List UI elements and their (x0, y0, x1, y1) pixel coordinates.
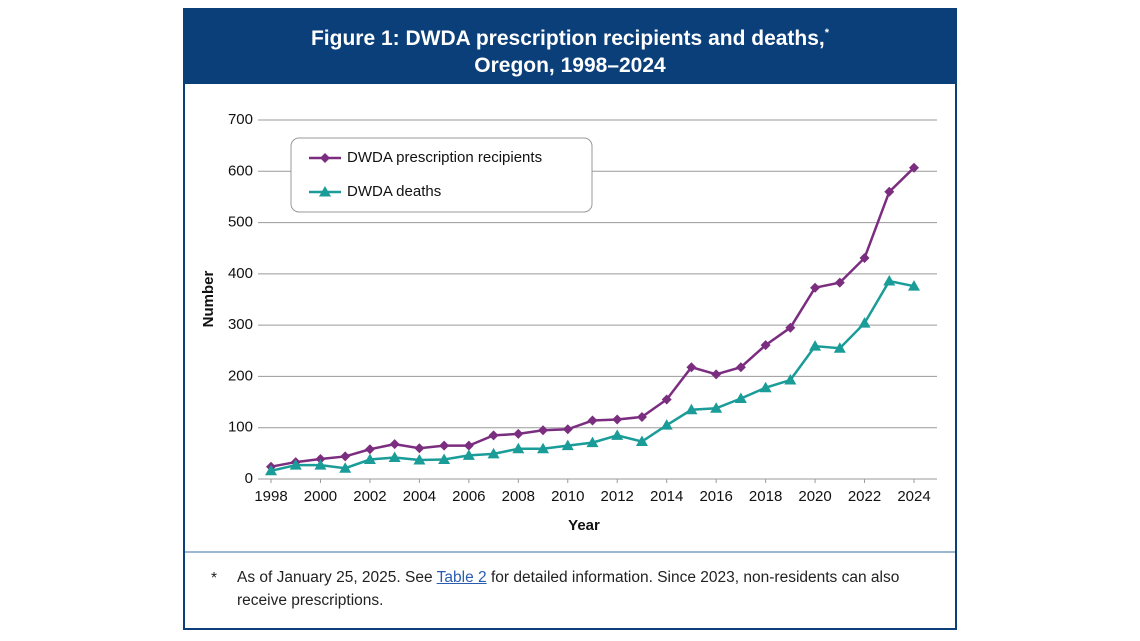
diamond-marker (340, 451, 351, 462)
triangle-marker (759, 381, 772, 393)
x-tick-label: 2008 (502, 488, 535, 505)
table-link[interactable]: Table 2 (436, 569, 487, 586)
triangle-marker (319, 186, 331, 197)
triangle-marker (561, 439, 574, 451)
y-tick-label: 400 (228, 265, 253, 282)
diamond-marker (587, 415, 598, 426)
y-axis-label: Number (200, 271, 217, 328)
x-tick-label: 2024 (897, 488, 930, 505)
x-tick-label: 2004 (403, 488, 436, 505)
triangle-marker (265, 464, 277, 476)
diamond-marker (735, 362, 746, 373)
chart-title-end: Oregon, 1998–2024 (474, 54, 666, 77)
footnote-text: As of January 25, 2025. See Table 2 for … (237, 566, 927, 612)
diamond-marker (315, 453, 326, 464)
x-tick-label: 2020 (798, 488, 831, 505)
triangle-marker (784, 374, 797, 385)
y-tick-label: 0 (245, 470, 253, 487)
x-tick-label: 2022 (848, 488, 881, 505)
triangle-marker (685, 403, 698, 415)
triangle-marker (438, 453, 451, 465)
diamond-marker (513, 428, 524, 439)
triangle-marker (883, 275, 896, 286)
y-tick-label: 700 (228, 111, 253, 128)
footnote-mark: * (211, 570, 218, 587)
triangle-marker (734, 392, 747, 403)
legend-label: DWDA prescription recipients (347, 149, 542, 166)
y-tick-label: 100 (228, 419, 253, 436)
diamond-marker (488, 430, 499, 441)
diamond-marker (834, 277, 845, 288)
triangle-marker (289, 459, 302, 470)
x-tick-label: 2000 (304, 488, 337, 505)
figure-header: Figure 1: DWDA prescription recipients a… (185, 10, 955, 84)
triangle-marker (339, 462, 352, 473)
triangle-marker (908, 280, 920, 291)
diamond-marker (760, 340, 771, 351)
diamond-marker (661, 394, 672, 405)
triangle-marker (858, 317, 871, 328)
diamond-marker (810, 282, 821, 293)
footnote: * As of January 25, 2025. See Table 2 fo… (185, 551, 955, 630)
triangle-marker (487, 447, 500, 459)
triangle-marker (660, 419, 673, 430)
triangle-marker (363, 453, 376, 465)
footnote-before: As of January 25, 2025. See (237, 569, 433, 586)
diamond-marker (538, 425, 549, 436)
legend-label: DWDA deaths (347, 183, 441, 200)
diamond-marker (364, 444, 375, 455)
diamond-marker (389, 439, 400, 450)
diamond-marker (636, 411, 647, 422)
triangle-marker (833, 342, 846, 353)
triangle-marker (413, 454, 426, 465)
diamond-marker (414, 443, 425, 454)
x-tick-label: 2006 (452, 488, 485, 505)
x-axis-label: Year (568, 517, 600, 534)
triangle-marker (635, 435, 648, 447)
triangle-marker (586, 436, 599, 448)
x-tick-label: 2012 (601, 488, 634, 505)
chart-title: Figure 1: DWDA prescription recipients a… (310, 27, 825, 50)
diamond-marker (562, 424, 573, 435)
diamond-marker (320, 153, 330, 163)
triangle-marker (809, 340, 822, 351)
diamond-marker (612, 414, 623, 425)
triangle-marker (388, 451, 401, 462)
x-tick-label: 2014 (650, 488, 683, 505)
y-tick-label: 300 (228, 316, 253, 333)
triangle-marker (512, 442, 525, 454)
y-tick-label: 200 (228, 367, 253, 384)
diamond-marker (439, 440, 450, 451)
triangle-marker (611, 429, 624, 440)
chart: 0 100 200 300 400 500 600 700 1998 2000 2002 2004 20… (200, 111, 937, 534)
x-tick-label: 2010 (551, 488, 584, 505)
triangle-marker (710, 402, 723, 413)
title-footnote-mark: * (824, 27, 830, 39)
triangle-marker (537, 442, 550, 454)
triangle-marker (314, 459, 327, 470)
diamond-marker (859, 252, 870, 263)
triangle-marker (462, 449, 475, 460)
y-tick-label: 600 (228, 162, 253, 179)
x-tick-label: 2016 (699, 488, 732, 505)
diamond-marker (711, 369, 722, 380)
diamond-marker (884, 186, 895, 197)
x-tick-label: 2018 (749, 488, 782, 505)
footnote-after: for detailed information. Since 2023, no… (237, 569, 900, 609)
diamond-marker (909, 162, 919, 173)
diamond-marker (463, 440, 474, 451)
y-tick-label: 500 (228, 214, 253, 231)
diamond-marker (785, 322, 796, 333)
diamond-marker (686, 362, 697, 373)
x-tick-label: 2002 (353, 488, 386, 505)
x-tick-label: 1998 (254, 488, 287, 505)
legend-box (290, 137, 593, 213)
figure-frame: Figure 1: DWDA prescription recipients a… (183, 8, 957, 630)
